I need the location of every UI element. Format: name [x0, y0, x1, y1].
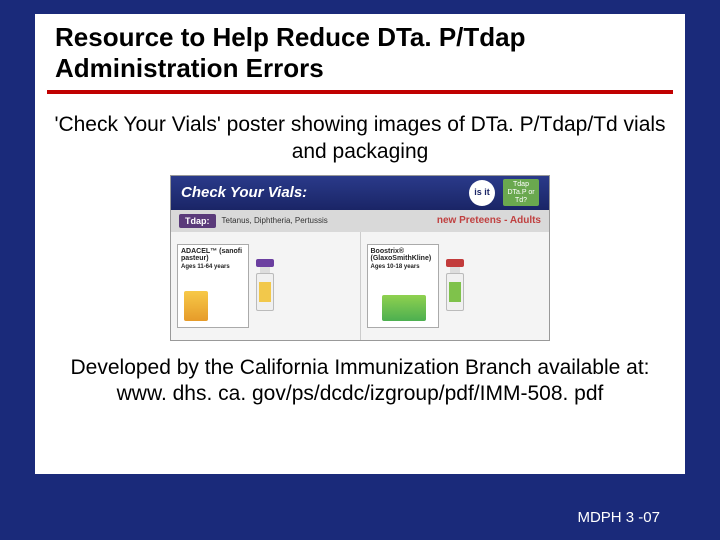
- content-box: Resource to Help Reduce DTa. P/Tdap Admi…: [35, 14, 685, 474]
- boostrix-swatch: [382, 295, 426, 321]
- adacel-brand: ADACEL™ (sanofi pasteur): [181, 248, 245, 262]
- boostrix-vial-cap: [446, 259, 464, 267]
- boostrix-age: Ages 10-18 years: [371, 264, 435, 270]
- poster-left-panel: ADACEL™ (sanofi pasteur) Ages 11-64 year…: [171, 232, 360, 340]
- poster-body: ADACEL™ (sanofi pasteur) Ages 11-64 year…: [171, 232, 549, 340]
- boostrix-vial-neck: [450, 267, 460, 273]
- adacel-swatch: [184, 291, 208, 321]
- strip-tdap-text: Tetanus, Diphtheria, Pertussis: [222, 216, 328, 225]
- poster-badge-types: Tdap DTa.P or Td?: [503, 179, 539, 206]
- boostrix-vial-label: [449, 282, 461, 302]
- adacel-age: Ages 11-64 years: [181, 264, 245, 270]
- boostrix-brand: Boostrix® (GlaxoSmithKline): [371, 248, 435, 262]
- poster-strip: Tdap: Tetanus, Diphtheria, Pertussis new…: [171, 210, 549, 232]
- adacel-vial-cap: [256, 259, 274, 267]
- poster-container: Check Your Vials: is it Tdap DTa.P or Td…: [47, 175, 673, 341]
- subtitle-bottom: Developed by the California Immunization…: [47, 355, 673, 408]
- strip-new-text: new Preteens - Adults: [437, 215, 541, 226]
- strip-tdap-label: Tdap:: [179, 214, 216, 228]
- poster-badge-isit: is it: [469, 180, 495, 206]
- boostrix-vial: [445, 259, 465, 313]
- poster-header-text: Check Your Vials:: [181, 184, 461, 201]
- title-underline: [47, 90, 673, 94]
- adacel-vial-neck: [260, 267, 270, 273]
- adacel-vial-label: [259, 282, 271, 302]
- adacel-vial-body: [256, 273, 274, 311]
- subtitle-top: 'Check Your Vials' poster showing images…: [47, 112, 673, 165]
- poster-right-panel: Boostrix® (GlaxoSmithKline) Ages 10-18 y…: [360, 232, 550, 340]
- slide-title: Resource to Help Reduce DTa. P/Tdap Admi…: [47, 22, 673, 90]
- adacel-vial: [255, 259, 275, 313]
- boostrix-package: Boostrix® (GlaxoSmithKline) Ages 10-18 y…: [367, 244, 439, 328]
- poster-header: Check Your Vials: is it Tdap DTa.P or Td…: [171, 176, 549, 210]
- subtitle-bottom-line1: Developed by the California Immunization…: [71, 356, 650, 379]
- slide-footer: MDPH 3 -07: [577, 509, 660, 526]
- adacel-package: ADACEL™ (sanofi pasteur) Ages 11-64 year…: [177, 244, 249, 328]
- subtitle-bottom-line2: www. dhs. ca. gov/ps/dcdc/izgroup/pdf/IM…: [117, 382, 604, 405]
- check-your-vials-poster: Check Your Vials: is it Tdap DTa.P or Td…: [170, 175, 550, 341]
- slide: Resource to Help Reduce DTa. P/Tdap Admi…: [0, 0, 720, 540]
- boostrix-vial-body: [446, 273, 464, 311]
